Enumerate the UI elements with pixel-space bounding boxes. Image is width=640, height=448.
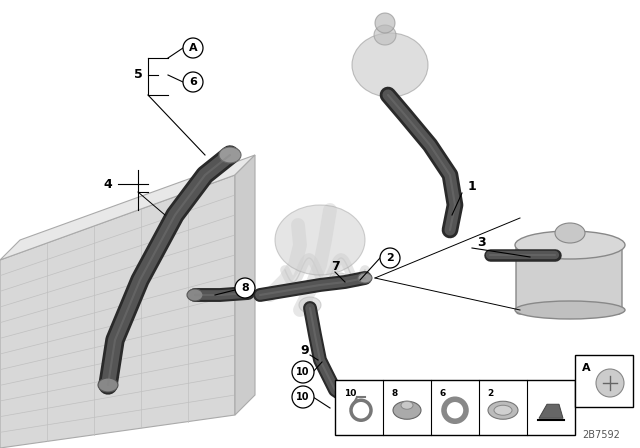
Text: 6: 6 — [440, 389, 446, 398]
Ellipse shape — [187, 289, 203, 301]
Ellipse shape — [98, 378, 118, 392]
Text: 5: 5 — [134, 69, 142, 82]
Ellipse shape — [555, 223, 585, 243]
Ellipse shape — [331, 273, 349, 287]
Circle shape — [380, 248, 400, 268]
Text: 10: 10 — [296, 367, 310, 377]
Text: A: A — [582, 363, 591, 373]
Circle shape — [183, 72, 203, 92]
Circle shape — [292, 361, 314, 383]
Text: 9: 9 — [301, 344, 309, 357]
Ellipse shape — [299, 297, 321, 313]
Text: 6: 6 — [189, 77, 197, 87]
FancyBboxPatch shape — [516, 241, 622, 314]
Text: 2: 2 — [488, 389, 494, 398]
Circle shape — [292, 386, 314, 408]
Polygon shape — [0, 155, 255, 260]
Ellipse shape — [275, 205, 365, 275]
Text: 7: 7 — [331, 260, 339, 273]
Circle shape — [596, 369, 624, 397]
Text: 2: 2 — [386, 253, 394, 263]
Ellipse shape — [488, 401, 518, 419]
Bar — [575, 355, 633, 407]
Circle shape — [183, 38, 203, 58]
Polygon shape — [0, 175, 235, 448]
Text: 8: 8 — [392, 389, 398, 398]
Bar — [335, 380, 575, 435]
Ellipse shape — [352, 33, 428, 97]
Polygon shape — [235, 155, 255, 415]
Polygon shape — [539, 404, 563, 418]
Text: A: A — [189, 43, 197, 53]
Ellipse shape — [358, 273, 372, 283]
Ellipse shape — [219, 147, 241, 163]
Ellipse shape — [393, 401, 421, 419]
Circle shape — [235, 278, 255, 298]
Text: 8: 8 — [241, 283, 249, 293]
Ellipse shape — [374, 25, 396, 45]
Ellipse shape — [515, 301, 625, 319]
Ellipse shape — [401, 401, 413, 409]
Text: 1: 1 — [468, 181, 476, 194]
Text: 2B7592: 2B7592 — [582, 430, 620, 440]
Circle shape — [375, 13, 395, 33]
Text: 10: 10 — [296, 392, 310, 402]
Ellipse shape — [515, 231, 625, 259]
Ellipse shape — [494, 405, 512, 415]
Text: 4: 4 — [104, 177, 113, 190]
Text: 10: 10 — [344, 389, 356, 398]
Text: 3: 3 — [477, 237, 486, 250]
